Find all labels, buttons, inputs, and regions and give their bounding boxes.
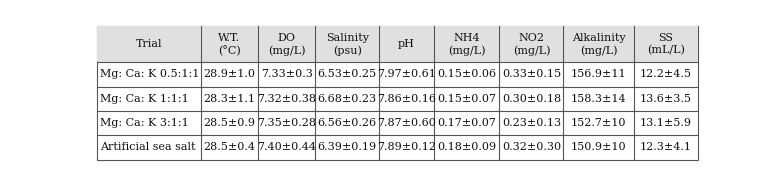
Text: Trial: Trial: [136, 39, 162, 49]
Text: 7.35±0.28: 7.35±0.28: [257, 118, 316, 128]
Text: 0.15±0.06: 0.15±0.06: [437, 69, 496, 79]
Text: 0.17±0.07: 0.17±0.07: [437, 118, 496, 128]
Text: 7.89±0.12: 7.89±0.12: [377, 142, 436, 152]
Text: 28.5±0.4: 28.5±0.4: [203, 142, 256, 152]
Text: Artificial sea salt: Artificial sea salt: [100, 142, 195, 152]
Text: 0.33±0.15: 0.33±0.15: [502, 69, 561, 79]
Text: 7.33±0.3: 7.33±0.3: [260, 69, 312, 79]
Text: 12.3±4.1: 12.3±4.1: [639, 142, 691, 152]
Text: 156.9±11: 156.9±11: [570, 69, 626, 79]
Text: 13.1±5.9: 13.1±5.9: [639, 118, 691, 128]
Text: 7.97±0.61: 7.97±0.61: [377, 69, 436, 79]
Text: NH4
(mg/L): NH4 (mg/L): [448, 33, 485, 56]
Text: 28.9±1.0: 28.9±1.0: [203, 69, 256, 79]
Text: 0.32±0.30: 0.32±0.30: [502, 142, 561, 152]
Text: 0.15±0.07: 0.15±0.07: [437, 94, 496, 104]
Text: 28.5±0.9: 28.5±0.9: [203, 118, 256, 128]
Text: DO
(mg/L): DO (mg/L): [268, 33, 305, 56]
Text: Mg: Ca: K 0.5:1:1: Mg: Ca: K 0.5:1:1: [100, 69, 199, 79]
Text: 28.3±1.1: 28.3±1.1: [203, 94, 256, 104]
Text: 0.18±0.09: 0.18±0.09: [437, 142, 496, 152]
Text: Salinity
(psu): Salinity (psu): [326, 33, 369, 56]
Text: 7.40±0.44: 7.40±0.44: [257, 142, 316, 152]
Text: 6.68±0.23: 6.68±0.23: [318, 94, 377, 104]
Text: 152.7±10: 152.7±10: [570, 118, 626, 128]
Text: SS
(mL/L): SS (mL/L): [646, 33, 684, 56]
Text: 150.9±10: 150.9±10: [570, 142, 626, 152]
Text: 6.56±0.26: 6.56±0.26: [318, 118, 377, 128]
Text: Mg: Ca: K 3:1:1: Mg: Ca: K 3:1:1: [100, 118, 188, 128]
Text: W.T.
(°C): W.T. (°C): [218, 33, 241, 56]
Text: 7.86±0.16: 7.86±0.16: [377, 94, 436, 104]
Text: 13.6±3.5: 13.6±3.5: [639, 94, 691, 104]
Text: 6.39±0.19: 6.39±0.19: [318, 142, 377, 152]
Text: Alkalinity
(mg/L): Alkalinity (mg/L): [572, 33, 625, 56]
Text: 12.2±4.5: 12.2±4.5: [639, 69, 691, 79]
Text: 7.32±0.38: 7.32±0.38: [257, 94, 316, 104]
Text: NO2
(mg/L): NO2 (mg/L): [512, 33, 550, 56]
Text: Mg: Ca: K 1:1:1: Mg: Ca: K 1:1:1: [100, 94, 188, 104]
Text: 6.53±0.25: 6.53±0.25: [318, 69, 377, 79]
Text: pH: pH: [398, 39, 415, 49]
Text: 0.30±0.18: 0.30±0.18: [502, 94, 561, 104]
Text: 7.87±0.60: 7.87±0.60: [377, 118, 436, 128]
Text: 158.3±14: 158.3±14: [570, 94, 626, 104]
Text: 0.23±0.13: 0.23±0.13: [502, 118, 561, 128]
Bar: [97, 26, 698, 62]
